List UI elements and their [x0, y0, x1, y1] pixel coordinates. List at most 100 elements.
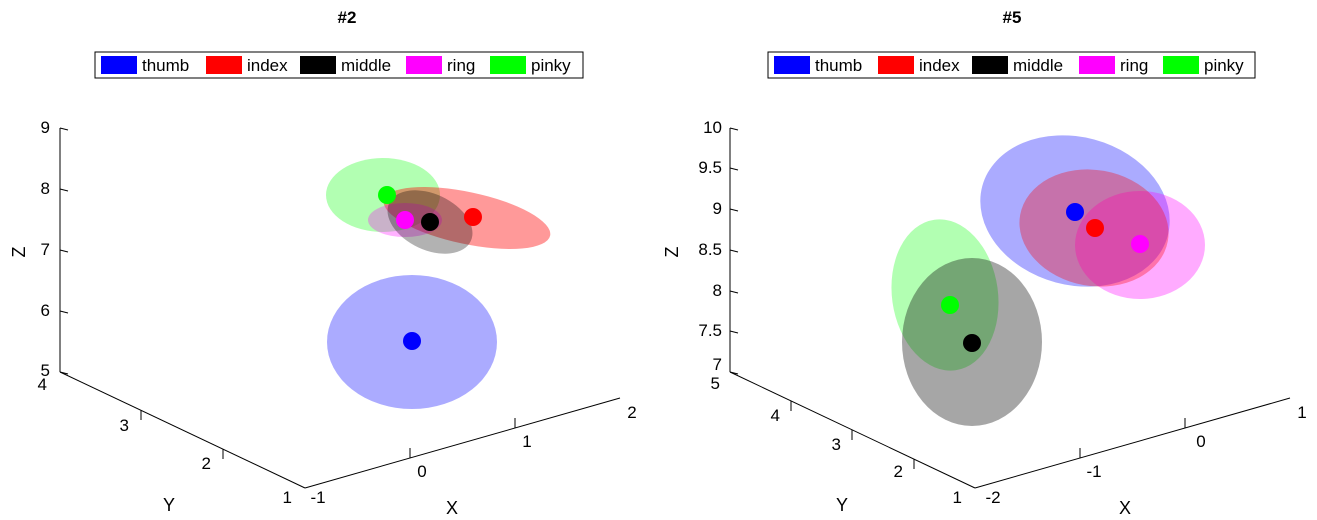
z-tick-label: 8 [713, 281, 722, 300]
x-axis-line [304, 397, 621, 489]
legend-label-ring: ring [447, 56, 475, 75]
axes [729, 127, 1291, 489]
panel-right: #5 thumb index middle ring pinky [662, 8, 1307, 518]
x-axis-label: X [446, 498, 458, 518]
legend-label-ring: ring [1120, 56, 1148, 75]
z-tick-label: 5 [41, 361, 50, 380]
legend-swatch-pinky [490, 56, 526, 74]
point-ring [396, 211, 414, 229]
legend-label-thumb: thumb [142, 56, 189, 75]
legend-label-middle: middle [341, 56, 391, 75]
y-tick-labels: 4 3 2 1 [38, 375, 292, 507]
y-tick-label: 1 [953, 488, 962, 507]
z-tick-label: 9 [41, 118, 50, 137]
z-axis-label: Z [9, 247, 29, 258]
z-tick-label: 7.5 [698, 321, 722, 340]
y-tick-label: 3 [832, 435, 841, 454]
legend: thumb index middle ring pinky [94, 51, 584, 79]
legend-label-index: index [247, 56, 288, 75]
point-pinky [941, 296, 959, 314]
legend-swatch-pinky [1163, 56, 1199, 74]
z-tick-labels: 10 9.5 9 8.5 8 7.5 7 [698, 118, 722, 374]
z-axis-label: Z [662, 247, 682, 258]
z-tick-mark [729, 371, 739, 375]
z-tick-label: 7 [41, 240, 50, 259]
y-axis-label: Y [836, 495, 848, 515]
panel-left: #2 thumb index middle ring pinky [9, 8, 637, 518]
z-tick-label: 7 [713, 355, 722, 374]
z-tick-mark [729, 330, 739, 334]
y-axis-label: Y [163, 495, 175, 515]
chart-title: #2 [338, 8, 357, 27]
y-tick-label: 1 [283, 488, 292, 507]
point-thumb [1066, 203, 1084, 221]
point-middle [963, 334, 981, 352]
x-tick-label: 1 [1297, 403, 1306, 422]
axes [59, 127, 621, 489]
point-pinky [378, 186, 396, 204]
point-middle [421, 213, 439, 231]
z-tick-mark [729, 127, 739, 131]
x-tick-label: 0 [417, 462, 426, 481]
y-tick-label: 3 [120, 416, 129, 435]
z-tick-mark [729, 167, 739, 171]
chart-title: #5 [1003, 8, 1022, 27]
z-tick-label: 9.5 [698, 158, 722, 177]
legend-swatch-thumb [774, 56, 810, 74]
legend: thumb index middle ring pinky [767, 51, 1256, 79]
z-tick-label: 8.5 [698, 240, 722, 259]
z-tick-label: 8 [41, 179, 50, 198]
y-tick-label: 5 [711, 374, 720, 393]
z-tick-mark [59, 310, 69, 314]
legend-label-index: index [919, 56, 960, 75]
legend-label-pinky: pinky [531, 56, 571, 75]
x-tick-label: -2 [985, 488, 1000, 507]
point-index [1086, 219, 1104, 237]
point-index [464, 208, 482, 226]
z-tick-label: 10 [703, 118, 722, 137]
y-tick-label: 2 [202, 454, 211, 473]
legend-swatch-index [878, 56, 914, 74]
y-tick-label: 2 [894, 462, 903, 481]
y-tick-labels: 5 4 3 2 1 [711, 374, 962, 507]
z-tick-mark [59, 249, 69, 253]
x-tick-labels: -2 -1 0 1 [985, 403, 1306, 507]
legend-label-pinky: pinky [1204, 56, 1244, 75]
legend-swatch-thumb [101, 56, 137, 74]
x-tick-label: -1 [1086, 462, 1101, 481]
y-axis-line [59, 371, 306, 489]
legend-swatch-middle [972, 56, 1008, 74]
z-tick-mark [59, 371, 69, 375]
z-tick-mark [59, 127, 69, 131]
x-tick-labels: -1 0 1 2 [310, 403, 636, 507]
legend-swatch-ring [1079, 56, 1115, 74]
y-tick-label: 4 [771, 406, 780, 425]
point-thumb [403, 332, 421, 350]
x-tick-label: -1 [310, 488, 325, 507]
legend-label-middle: middle [1013, 56, 1063, 75]
x-axis-label: X [1119, 498, 1131, 518]
z-tick-label: 9 [713, 199, 722, 218]
z-tick-mark [729, 290, 739, 294]
x-tick-label: 0 [1196, 432, 1205, 451]
centroids [941, 203, 1149, 352]
confidence-ellipses [326, 158, 551, 409]
x-tick-label: 2 [627, 403, 636, 422]
legend-swatch-index [206, 56, 242, 74]
confidence-ellipses [891, 135, 1205, 426]
z-tick-mark [59, 188, 69, 192]
legend-label-thumb: thumb [815, 56, 862, 75]
ellipse-pinky [891, 219, 999, 371]
x-axis-line [974, 397, 1291, 489]
y-tick-label: 4 [38, 375, 47, 394]
z-tick-mark [729, 249, 739, 253]
z-tick-label: 6 [41, 301, 50, 320]
x-tick-label: 1 [522, 432, 531, 451]
z-tick-mark [729, 208, 739, 212]
point-ring [1131, 235, 1149, 253]
z-tick-labels: 9 8 7 6 5 [41, 118, 50, 380]
legend-swatch-middle [300, 56, 336, 74]
legend-swatch-ring [406, 56, 442, 74]
centroids [378, 186, 482, 350]
